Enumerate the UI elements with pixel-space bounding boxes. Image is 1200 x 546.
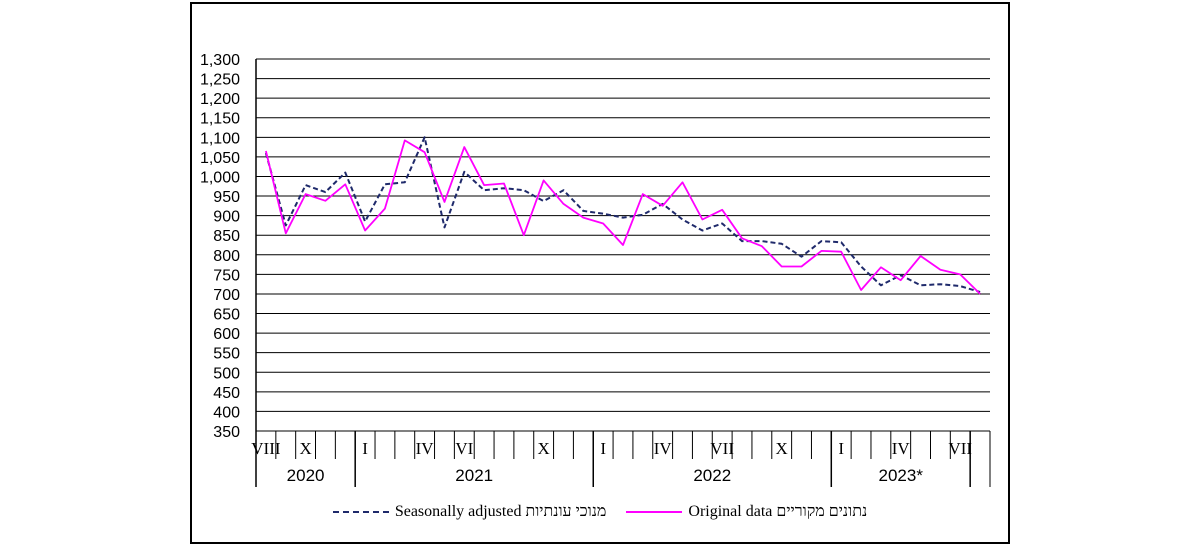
legend-label-seasonally-adjusted: Seasonally adjusted מנוכי עונתיות — [394, 503, 607, 520]
y-tick-label: 1,250 — [200, 72, 240, 89]
x-year-label: 2023* — [879, 466, 924, 485]
y-tick-label: 400 — [213, 404, 240, 421]
x-month-label: I — [600, 439, 606, 458]
y-tick-label: 1,100 — [200, 130, 240, 147]
y-tick-label: 1,200 — [200, 91, 240, 108]
chart-legend: Seasonally adjusted מנוכי עונתיות Origin… — [0, 500, 1200, 524]
y-tick-label: 900 — [213, 209, 240, 226]
x-month-label: IV — [892, 439, 911, 458]
x-month-label: X — [299, 439, 311, 458]
legend-label-original-data: Original data נתונים מקוריים — [688, 503, 868, 520]
x-month-label: IV — [416, 439, 435, 458]
y-tick-label: 500 — [213, 365, 240, 382]
legend-swatch-solid — [626, 511, 683, 513]
y-tick-label: 1,000 — [200, 169, 240, 186]
y-tick-label: 450 — [213, 385, 240, 402]
x-month-label: VII — [710, 439, 734, 458]
y-tick-label: 650 — [213, 307, 240, 324]
legend-item-original-data: Original data נתונים מקוריים — [626, 503, 867, 521]
y-tick-label: 1,300 — [200, 52, 240, 69]
x-month-label: VI — [455, 439, 473, 458]
x-month-label: IV — [654, 439, 673, 458]
x-year-label: 2021 — [455, 466, 493, 485]
x-year-label: 2022 — [693, 466, 731, 485]
x-month-label: I — [838, 439, 844, 458]
x-month-label: I — [362, 439, 368, 458]
x-month-label: X — [776, 439, 788, 458]
y-tick-label: 750 — [213, 267, 240, 284]
y-tick-label: 350 — [213, 424, 240, 441]
x-month-label: VII — [948, 439, 972, 458]
y-tick-label: 550 — [213, 346, 240, 363]
x-month-label: VIII — [251, 439, 281, 458]
x-year-label: 2020 — [287, 466, 325, 485]
legend-item-seasonally-adjusted: Seasonally adjusted מנוכי עונתיות — [332, 503, 607, 521]
y-tick-label: 800 — [213, 248, 240, 265]
y-tick-label: 600 — [213, 326, 240, 343]
legend-swatch-dashed — [332, 511, 389, 513]
chart-frame — [190, 2, 1010, 544]
y-tick-label: 850 — [213, 228, 240, 245]
y-tick-label: 700 — [213, 287, 240, 304]
y-tick-label: 950 — [213, 189, 240, 206]
y-tick-label: 1,150 — [200, 111, 240, 128]
x-month-label: X — [538, 439, 550, 458]
y-tick-label: 1,050 — [200, 150, 240, 167]
series-line-seasonally-adjusted — [264, 136, 981, 293]
